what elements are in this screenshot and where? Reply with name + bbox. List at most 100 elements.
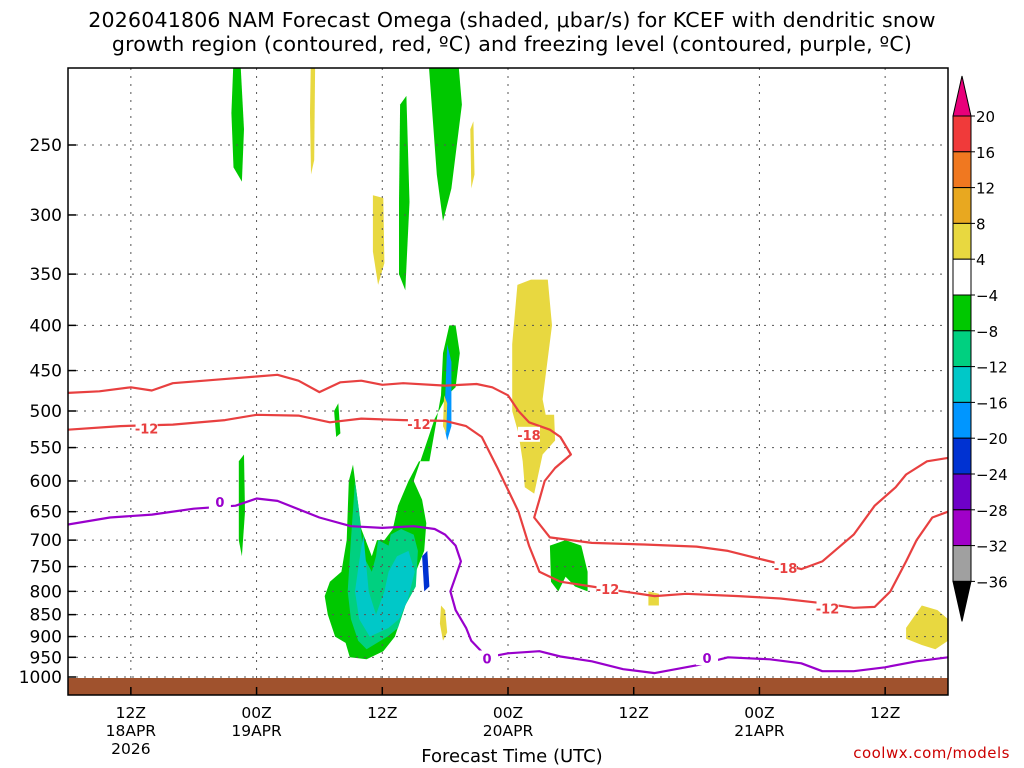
- y-tick-label-750: 750: [30, 558, 62, 578]
- ground-surface: [68, 678, 948, 695]
- contour-label-0-1: 0: [483, 653, 492, 668]
- pressure-axis: 2503003504004505005506006507007508008509…: [19, 136, 76, 688]
- contour-label-0-0: 0: [215, 496, 224, 511]
- omega-area-11: [355, 534, 415, 637]
- x-tick-label-6-1: 18APR: [106, 722, 157, 740]
- omega-area-16: [549, 540, 588, 592]
- x-tick-label-6-0: 12Z: [116, 704, 146, 722]
- omega-area-8: [238, 454, 245, 557]
- colorbar: 20 16 12 8 4 −4 −8 −12 −16 −20 −24 −28 −32 −36: [952, 75, 1008, 622]
- contour-label-bg-0-0: [208, 494, 231, 510]
- contour-label-bg--18-1: [774, 560, 797, 576]
- colorbar-seg-3: [952, 222, 972, 260]
- colorbar-label-3: 8: [976, 215, 986, 233]
- contour-label--18-0: -18: [517, 429, 541, 444]
- contour-label--12-3: -12: [816, 603, 840, 618]
- y-tick-label-400: 400: [30, 316, 62, 336]
- omega-area-4: [429, 68, 462, 222]
- x-tick-label-30-0: 12Z: [367, 704, 397, 722]
- omega-area-15: [443, 395, 448, 434]
- colorbar-seg-11: [952, 509, 972, 547]
- x-tick-label-66-0: 00Z: [744, 704, 774, 722]
- colorbar-seg-12: [952, 545, 972, 582]
- contour-label-bg--12-2: [596, 580, 619, 596]
- x-tick-label-18-1: 19APR: [231, 722, 282, 740]
- x-tick-label-42-0: 00Z: [493, 704, 523, 722]
- colorbar-seg-0: [952, 115, 972, 153]
- colorbar-label-8: −16: [976, 394, 1008, 412]
- y-tick-label-550: 550: [30, 439, 62, 459]
- contour-label-bg--18-0: [517, 426, 540, 442]
- colorbar-label-2: 12: [976, 180, 995, 198]
- colorbar-seg-9: [952, 437, 972, 475]
- y-tick-label-950: 950: [30, 648, 62, 668]
- contour-label-bg-0-1: [476, 650, 499, 666]
- grid-lines: [68, 68, 948, 695]
- omega-area-2: [372, 195, 385, 285]
- omega-area-5: [470, 121, 475, 189]
- contour-label--12-0: -12: [135, 422, 159, 437]
- y-tick-label-250: 250: [30, 136, 62, 156]
- omega-area-0: [231, 68, 244, 182]
- colorbar-label-6: −8: [976, 323, 998, 341]
- colorbar-label-1: 16: [976, 144, 995, 162]
- colorbar-label-5: −4: [976, 287, 998, 305]
- y-tick-label-700: 700: [30, 531, 62, 551]
- contour-label--18-1: -18: [774, 562, 798, 577]
- omega-area-1: [310, 68, 316, 175]
- colorbar-seg-6: [952, 330, 972, 368]
- x-axis-title: Forecast Time (UTC): [421, 746, 603, 767]
- contour--18: [68, 373, 948, 571]
- x-tick-label-18-0: 00Z: [241, 704, 271, 722]
- y-tick-label-350: 350: [30, 265, 62, 285]
- colorbar-label-0: 20: [976, 108, 995, 126]
- colorbar-label-9: −20: [976, 430, 1008, 448]
- y-tick-label-600: 600: [30, 472, 62, 492]
- colorbar-label-12: −32: [976, 538, 1008, 556]
- colorbar-label-13: −36: [976, 573, 1008, 591]
- omega-area-14: [439, 605, 448, 641]
- contour-label-bg--12-3: [816, 600, 839, 616]
- x-tick-label-42-1: 20APR: [483, 722, 534, 740]
- contour-label-bg--12-1: [407, 415, 430, 431]
- y-tick-label-900: 900: [30, 628, 62, 648]
- colorbar-seg-1: [952, 151, 972, 189]
- y-tick-label-450: 450: [30, 362, 62, 382]
- omega-area-3: [399, 95, 410, 291]
- chart-title: 2026041806 NAM Forecast Omega (shaded, μ…: [0, 8, 1024, 56]
- contour-label--12-1: -12: [407, 418, 431, 433]
- y-tick-label-650: 650: [30, 503, 62, 523]
- colorbar-label-10: −24: [976, 466, 1008, 484]
- omega-area-13: [422, 550, 430, 592]
- x-tick-label-66-1: 21APR: [734, 722, 785, 740]
- contour-label-0-2: 0: [703, 652, 712, 667]
- title-line-1: 2026041806 NAM Forecast Omega (shaded, μ…: [88, 8, 936, 32]
- y-tick-label-1000: 1000: [19, 668, 62, 688]
- colorbar-seg-8: [952, 401, 972, 439]
- omega-area-17: [648, 591, 659, 606]
- colorbar-label-11: −28: [976, 502, 1008, 520]
- colorbar-seg-2: [952, 187, 972, 224]
- colorbar-top-arrow: [952, 75, 972, 117]
- title-line-2: growth region (contoured, red, ºC) and f…: [111, 32, 913, 56]
- colorbar-seg-5: [952, 294, 972, 332]
- x-tick-label-6-2: 2026: [111, 740, 150, 758]
- omega-area-18: [906, 605, 948, 650]
- contour-label-bg-0-2: [696, 650, 719, 666]
- y-tick-label-500: 500: [30, 402, 62, 422]
- colorbar-seg-4: [952, 258, 972, 296]
- y-tick-label-850: 850: [30, 606, 62, 626]
- omega-area-7: [334, 403, 341, 437]
- omega-shading: [231, 68, 948, 660]
- colorbar-bottom-arrow: [952, 580, 972, 622]
- y-tick-label-300: 300: [30, 206, 62, 226]
- x-tick-label-54-0: 12Z: [619, 704, 649, 722]
- omega-area-6: [512, 279, 556, 494]
- colorbar-label-4: 4: [976, 251, 986, 269]
- contour-label--12-2: -12: [596, 583, 620, 598]
- contour--12: [68, 413, 948, 609]
- colorbar-seg-10: [952, 473, 972, 511]
- contour-label-bg--12-0: [135, 420, 158, 436]
